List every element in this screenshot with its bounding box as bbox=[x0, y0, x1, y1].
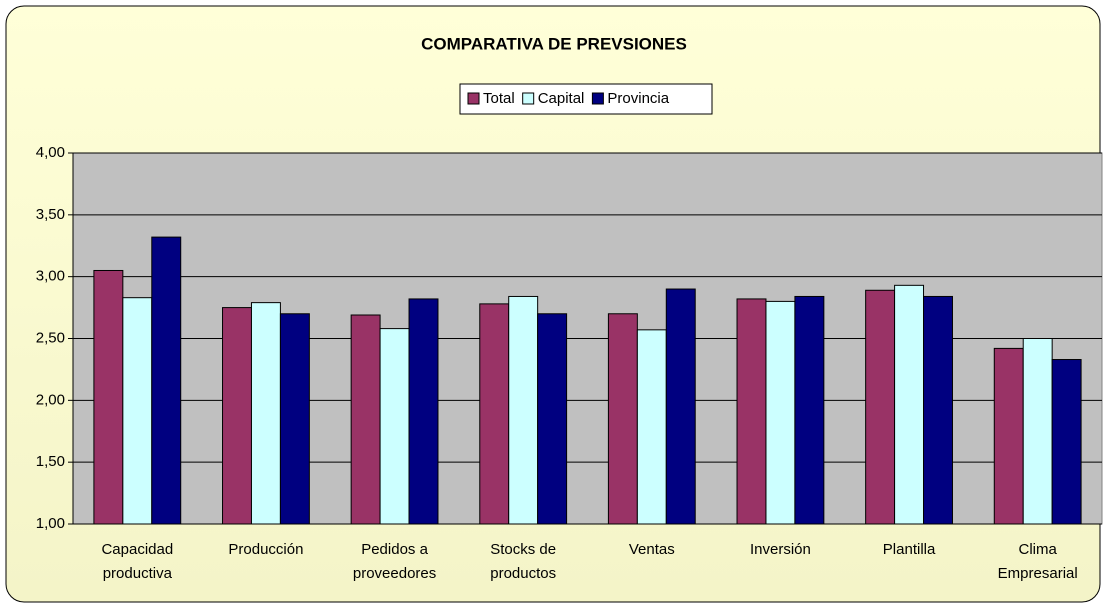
x-tick-label: Stocks de productos bbox=[490, 541, 556, 582]
bar bbox=[1051, 359, 1082, 525]
bar bbox=[993, 347, 1024, 525]
y-tick-label: 1,00 bbox=[36, 515, 65, 532]
legend-swatch bbox=[591, 92, 604, 105]
bar bbox=[279, 313, 310, 525]
x-tick-label: Inversión bbox=[750, 541, 811, 558]
bar bbox=[736, 298, 767, 525]
legend-swatch bbox=[467, 92, 480, 105]
x-tick-label: Plantilla bbox=[883, 541, 936, 558]
y-tick-label: 3,50 bbox=[36, 206, 65, 223]
bar bbox=[636, 329, 667, 525]
legend-label: Capital bbox=[538, 90, 585, 107]
bar bbox=[923, 295, 953, 525]
y-tick-label: 2,50 bbox=[36, 329, 65, 346]
x-tick-label: Ventas bbox=[629, 541, 675, 558]
chart-title: COMPARATIVA DE PREVSIONES bbox=[421, 34, 687, 53]
legend-swatch bbox=[522, 92, 535, 105]
bar bbox=[151, 236, 182, 525]
legend-label: Provincia bbox=[607, 90, 669, 107]
bar bbox=[122, 297, 153, 525]
y-tick-label: 4,00 bbox=[36, 144, 65, 161]
bar bbox=[350, 314, 381, 525]
bar bbox=[794, 295, 825, 525]
x-tick-label: Capacidad productiva bbox=[101, 541, 173, 582]
legend-box bbox=[459, 83, 713, 115]
legend-label: Total bbox=[483, 90, 515, 107]
x-tick-label: Producción bbox=[228, 541, 303, 558]
bar bbox=[865, 289, 896, 525]
bar bbox=[93, 269, 124, 525]
bar bbox=[222, 307, 252, 525]
y-tick-label: 1,50 bbox=[36, 453, 65, 470]
bar bbox=[1022, 338, 1053, 525]
y-tick-label: 2,00 bbox=[36, 391, 65, 408]
bar bbox=[607, 313, 638, 525]
bar bbox=[379, 328, 410, 525]
bar bbox=[408, 298, 439, 525]
bar bbox=[765, 300, 796, 525]
x-tick-label: Pedidos a proveedores bbox=[353, 541, 436, 582]
bar bbox=[537, 313, 568, 525]
x-tick-label: Clima Empresarial bbox=[998, 541, 1078, 582]
y-tick-label: 3,00 bbox=[36, 268, 65, 285]
bar bbox=[479, 303, 510, 525]
bar bbox=[894, 284, 925, 525]
bar bbox=[508, 295, 539, 525]
bar bbox=[250, 302, 281, 525]
bar bbox=[665, 288, 696, 525]
